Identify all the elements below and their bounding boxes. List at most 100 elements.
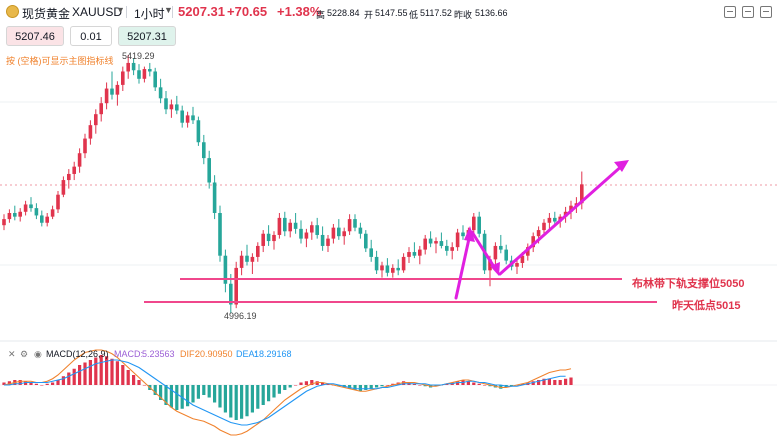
candle-body	[61, 180, 66, 195]
candle-body	[99, 103, 103, 115]
candle-body	[299, 228, 303, 239]
candle-body	[526, 247, 530, 256]
prev-close-value: 5136.66	[475, 8, 508, 18]
candle-body	[455, 232, 460, 248]
macd-histogram-bar	[56, 380, 60, 385]
macd-histogram-bar	[283, 385, 287, 390]
layout-icon[interactable]	[760, 6, 772, 18]
indicator-settings-icon[interactable]	[724, 6, 736, 18]
candle-body	[380, 265, 384, 271]
macd-histogram-bar	[137, 380, 141, 385]
high-label: 高	[316, 10, 326, 20]
candle-body	[185, 115, 190, 123]
candle-body	[148, 69, 152, 72]
macd-histogram-bar	[83, 362, 87, 385]
candle-body	[310, 225, 314, 233]
candle-body	[288, 222, 292, 232]
candle-body	[304, 232, 309, 239]
macd-histogram-bar	[456, 381, 460, 385]
candle-body	[158, 87, 163, 99]
macd-histogram-bar	[558, 380, 562, 385]
candle-body	[13, 213, 17, 217]
macd-histogram-bar	[369, 385, 373, 389]
candle-body	[401, 256, 406, 271]
macd-histogram-bar	[88, 360, 92, 385]
candle-body	[320, 234, 325, 246]
macd-histogram-bar	[337, 385, 341, 387]
candle-body	[277, 217, 282, 235]
candle-body	[34, 208, 39, 216]
candle-body	[7, 213, 12, 220]
candle-body	[77, 153, 82, 167]
interval-dropdown-icon[interactable]: ▼	[164, 5, 173, 15]
interval-selector[interactable]: 1小时	[134, 7, 165, 21]
macd-histogram-bar	[304, 381, 308, 385]
candle-body	[531, 236, 535, 248]
candle-body	[83, 138, 87, 154]
gold-icon	[6, 5, 19, 18]
candle-body	[175, 104, 179, 111]
candle-body	[207, 158, 211, 183]
dif-name: DIF:	[180, 349, 197, 359]
macd-histogram-bar	[418, 385, 422, 386]
price-change: +70.65	[227, 4, 268, 19]
symbol-code[interactable]: XAUUSD	[72, 5, 123, 19]
macd-histogram-bar	[375, 385, 379, 388]
candle-body	[461, 232, 465, 237]
settings-icon[interactable]: ⚙	[20, 349, 29, 359]
macd-histogram-bar	[51, 382, 55, 385]
candle-body	[142, 69, 147, 79]
candle-body	[418, 249, 422, 256]
candle-body	[223, 255, 228, 284]
macd-histogram-bar	[34, 383, 38, 385]
buy-price-box[interactable]: 5207.31	[118, 26, 176, 46]
collapse-icon[interactable]: ✕	[8, 349, 16, 359]
symbol-name[interactable]: 现货黄金	[22, 7, 71, 21]
candle-body	[266, 233, 271, 242]
candle-body	[202, 142, 206, 159]
draw-tools-icon[interactable]	[742, 6, 754, 18]
candle-body	[347, 219, 352, 232]
high-value: 5228.84	[327, 8, 360, 18]
candle-body	[353, 219, 357, 228]
candle-body	[218, 213, 222, 256]
candle-body	[412, 252, 417, 256]
macd-histogram-bar	[18, 380, 22, 385]
candle-body	[212, 182, 217, 213]
macd-histogram-bar	[72, 368, 76, 385]
macd-histogram-bar	[7, 381, 11, 385]
visibility-icon[interactable]: ◉	[34, 349, 42, 359]
candle-body	[358, 227, 363, 234]
candle-body	[472, 216, 476, 231]
candle-body	[18, 211, 22, 217]
macd-histogram-bar	[412, 383, 416, 385]
candle-body	[137, 70, 141, 79]
candle-body	[29, 204, 33, 209]
macd-histogram-bar	[115, 361, 119, 385]
dea-value: 18.29168	[254, 349, 292, 359]
candle-body	[115, 84, 120, 95]
annotation-bollinger-support: 布林带下轨支撑位5050	[632, 278, 745, 290]
macd-histogram-bar	[321, 382, 325, 385]
macd-histogram-bar	[121, 365, 125, 385]
candle-body	[477, 216, 481, 234]
macd-histogram-bar	[423, 385, 427, 387]
candle-body	[337, 227, 341, 237]
macd-histogram-bar	[472, 382, 476, 385]
last-price: 5207.31	[178, 4, 225, 19]
prev-close-label: 昨收	[454, 10, 473, 20]
open-label: 开	[364, 10, 374, 20]
candle-body	[67, 173, 71, 181]
macd-histogram-bar	[164, 385, 168, 405]
divider	[126, 6, 127, 18]
symbol-dropdown-icon[interactable]: ▼	[116, 5, 125, 15]
macd-histogram-bar	[315, 381, 319, 385]
candle-body	[104, 88, 109, 104]
macd-histogram-bar	[229, 385, 233, 418]
sell-price-box[interactable]: 5207.46	[6, 26, 64, 46]
candle-body	[239, 255, 244, 268]
quantity-input[interactable]: 0.01	[70, 26, 112, 46]
candle-body	[164, 98, 168, 110]
macd-histogram-bar	[483, 385, 487, 386]
